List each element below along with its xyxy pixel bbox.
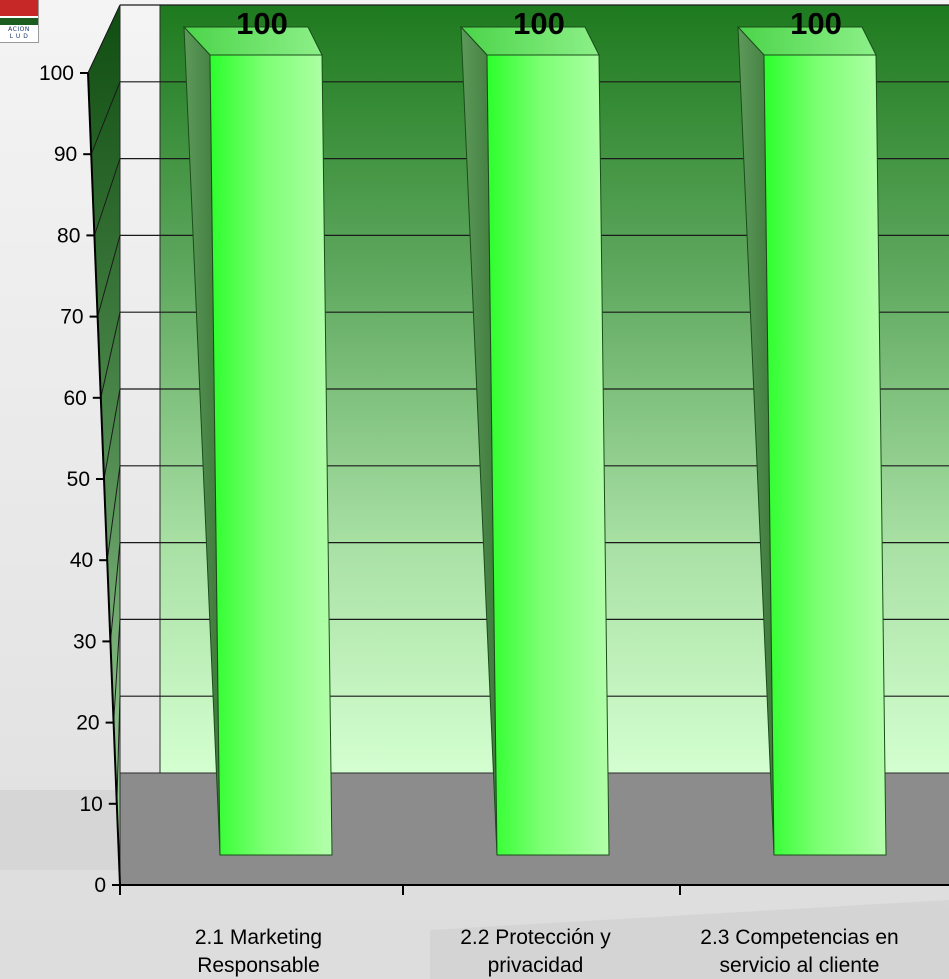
bar-front-face (763, 54, 887, 856)
x-tick-label: Responsable (197, 954, 320, 977)
y-tick-label: 0 (94, 874, 106, 897)
gridline-side (100, 312, 121, 398)
bar-front-face (486, 54, 610, 856)
gridline-side (109, 542, 121, 642)
logo-red-band (0, 0, 38, 16)
gridline-side (90, 81, 121, 155)
y-tick-label: 30 (73, 630, 96, 653)
x-tick-label: privacidad (488, 954, 584, 977)
y-tick-label: 70 (60, 306, 83, 329)
y-tick-label: 20 (76, 712, 99, 735)
gridline-side (103, 388, 121, 480)
x-axis: 2.1 Marketing Responsable 2.2 Protección y… (119, 884, 949, 977)
gridline-side (113, 619, 121, 723)
background-band (430, 900, 949, 979)
y-tick-label: 10 (79, 793, 102, 816)
data-label: 100 (790, 6, 842, 41)
data-label: 100 (513, 6, 565, 41)
x-tick-label: servicio al cliente (720, 954, 880, 977)
y-tick-label: 100 (39, 62, 74, 85)
gridline-side (93, 158, 121, 236)
y-tick-label: 40 (70, 549, 93, 572)
x-tick-label: 2.1 Marketing (195, 926, 322, 949)
bar[interactable] (736, 25, 887, 856)
data-label: 100 (236, 6, 288, 41)
bars (182, 25, 887, 856)
logo-text-line1: ACION (8, 26, 30, 33)
x-tick-label: 2.2 Protección y (460, 926, 611, 949)
gridline-side (106, 465, 121, 561)
y-tick-label: 90 (54, 143, 77, 166)
gridline-side (97, 235, 121, 317)
logo-text: ACION L U D (2, 26, 36, 40)
y-tick-label: 60 (63, 387, 86, 410)
gridline-side (116, 696, 121, 804)
y-tick-label: 80 (57, 224, 80, 247)
logo: ACION L U D (0, 0, 39, 43)
bar[interactable] (459, 25, 610, 856)
logo-green-band (0, 18, 38, 25)
y-axis: 0 10 20 30 40 50 60 70 80 90 100 (39, 62, 121, 897)
data-labels: 100 100 100 (236, 6, 842, 41)
x-tick-label: 2.3 Competencias en (700, 926, 898, 949)
gridline-side (87, 4, 121, 74)
logo-text-line2: L U D (9, 33, 29, 40)
bar[interactable] (182, 25, 333, 856)
bar-front-face (209, 54, 333, 856)
y-tick-label: 50 (67, 468, 90, 491)
